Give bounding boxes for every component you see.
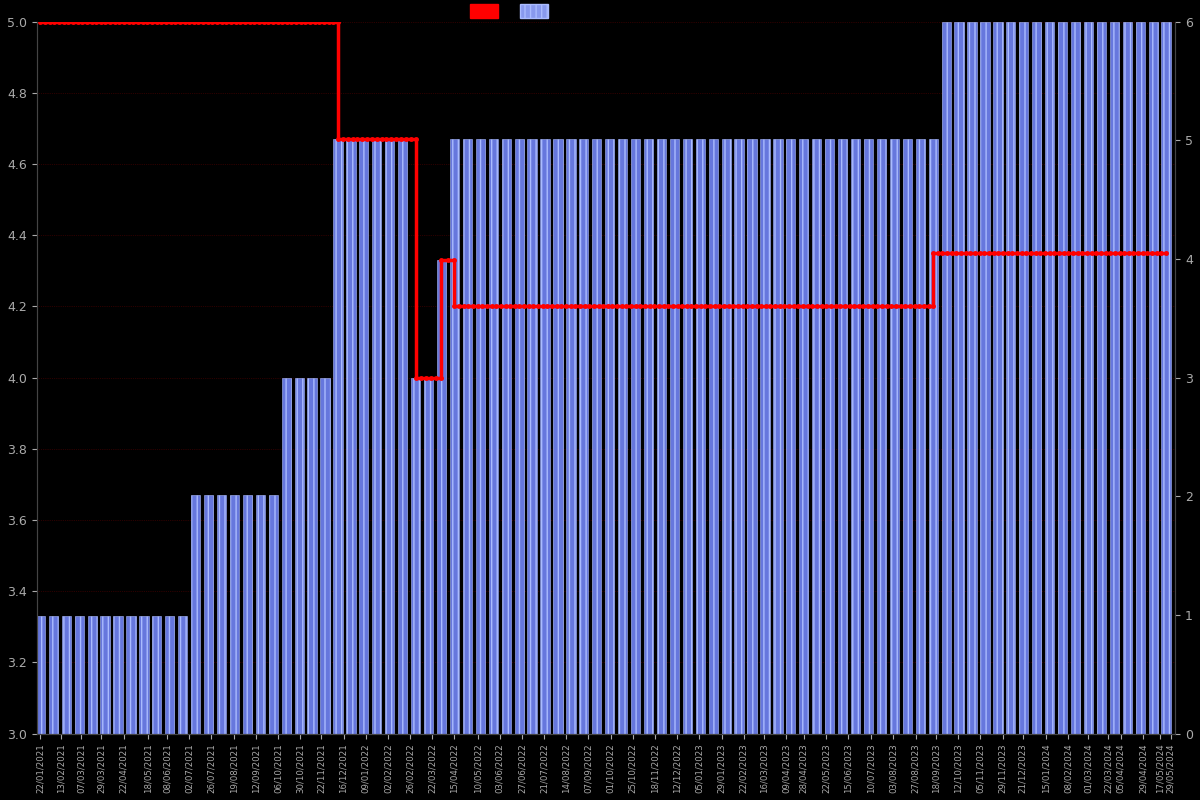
- Bar: [721, 139, 731, 734]
- Bar: [307, 378, 317, 734]
- Bar: [1058, 22, 1067, 734]
- Bar: [644, 139, 653, 734]
- Bar: [1135, 22, 1145, 734]
- Bar: [217, 495, 226, 734]
- Bar: [864, 139, 874, 734]
- Bar: [204, 495, 214, 734]
- Bar: [126, 616, 136, 734]
- Bar: [605, 139, 614, 734]
- Bar: [838, 139, 847, 734]
- Bar: [553, 139, 563, 734]
- Bar: [256, 495, 265, 734]
- Bar: [889, 139, 899, 734]
- Bar: [592, 139, 601, 734]
- Bar: [540, 139, 550, 734]
- Bar: [230, 495, 239, 734]
- Bar: [734, 139, 744, 734]
- Bar: [88, 616, 97, 734]
- Bar: [269, 495, 278, 734]
- Bar: [398, 139, 407, 734]
- Bar: [786, 139, 796, 734]
- Bar: [385, 139, 395, 734]
- Bar: [1162, 22, 1171, 734]
- Bar: [902, 139, 912, 734]
- Bar: [437, 260, 446, 734]
- Bar: [812, 139, 821, 734]
- Bar: [656, 139, 666, 734]
- Bar: [424, 378, 433, 734]
- Bar: [1123, 22, 1132, 734]
- Bar: [1070, 22, 1080, 734]
- Bar: [1097, 22, 1106, 734]
- Bar: [773, 139, 782, 734]
- Bar: [851, 139, 860, 734]
- Bar: [152, 616, 162, 734]
- Bar: [877, 139, 886, 734]
- Bar: [1084, 22, 1093, 734]
- Bar: [178, 616, 187, 734]
- Bar: [334, 139, 342, 734]
- Bar: [683, 139, 692, 734]
- Bar: [761, 139, 769, 734]
- Bar: [1032, 22, 1042, 734]
- Bar: [191, 495, 200, 734]
- Bar: [1019, 22, 1028, 734]
- Bar: [631, 139, 640, 734]
- Bar: [670, 139, 679, 734]
- Bar: [410, 378, 420, 734]
- Bar: [101, 616, 109, 734]
- Bar: [708, 139, 718, 734]
- Bar: [1148, 22, 1158, 734]
- Bar: [347, 139, 355, 734]
- Bar: [748, 139, 757, 734]
- Bar: [967, 22, 977, 734]
- Bar: [320, 378, 330, 734]
- Bar: [488, 139, 498, 734]
- Bar: [36, 616, 44, 734]
- Bar: [49, 616, 58, 734]
- Bar: [799, 139, 809, 734]
- Bar: [502, 139, 511, 734]
- Bar: [74, 616, 84, 734]
- Bar: [359, 139, 368, 734]
- Bar: [113, 616, 122, 734]
- Bar: [450, 139, 460, 734]
- Bar: [942, 22, 950, 734]
- Bar: [166, 616, 174, 734]
- Legend: , : ,: [470, 3, 559, 18]
- Bar: [929, 139, 938, 734]
- Bar: [463, 139, 472, 734]
- Bar: [372, 139, 382, 734]
- Bar: [980, 22, 990, 734]
- Bar: [916, 139, 925, 734]
- Bar: [826, 139, 834, 734]
- Bar: [1045, 22, 1055, 734]
- Bar: [139, 616, 149, 734]
- Bar: [566, 139, 576, 734]
- Bar: [618, 139, 628, 734]
- Bar: [528, 139, 536, 734]
- Bar: [61, 616, 71, 734]
- Bar: [1006, 22, 1015, 734]
- Bar: [294, 378, 304, 734]
- Bar: [515, 139, 523, 734]
- Bar: [954, 22, 964, 734]
- Bar: [242, 495, 252, 734]
- Bar: [580, 139, 588, 734]
- Bar: [994, 22, 1002, 734]
- Bar: [1110, 22, 1118, 734]
- Bar: [475, 139, 485, 734]
- Bar: [696, 139, 704, 734]
- Bar: [282, 378, 290, 734]
